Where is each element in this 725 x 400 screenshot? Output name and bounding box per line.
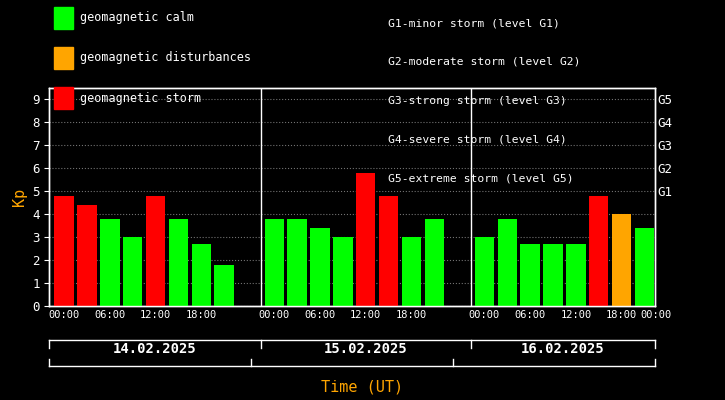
Text: 00:00: 00:00 bbox=[640, 310, 671, 320]
Bar bbox=[566, 244, 586, 306]
Text: 12:00: 12:00 bbox=[350, 310, 381, 320]
Bar bbox=[543, 244, 563, 306]
Bar bbox=[521, 244, 540, 306]
Bar bbox=[146, 196, 165, 306]
Bar bbox=[334, 237, 352, 306]
Text: geomagnetic disturbances: geomagnetic disturbances bbox=[80, 52, 251, 64]
Bar bbox=[78, 205, 96, 306]
Text: 18:00: 18:00 bbox=[186, 310, 217, 320]
Bar bbox=[191, 244, 211, 306]
Text: 15.02.2025: 15.02.2025 bbox=[324, 342, 407, 356]
Text: 12:00: 12:00 bbox=[140, 310, 171, 320]
Text: 06:00: 06:00 bbox=[94, 310, 125, 320]
Text: 00:00: 00:00 bbox=[259, 310, 290, 320]
Text: 18:00: 18:00 bbox=[606, 310, 637, 320]
Bar bbox=[612, 214, 631, 306]
Bar bbox=[475, 237, 494, 306]
Bar bbox=[100, 219, 120, 306]
Bar bbox=[169, 219, 188, 306]
Text: geomagnetic calm: geomagnetic calm bbox=[80, 12, 194, 24]
Bar bbox=[215, 265, 233, 306]
Text: 06:00: 06:00 bbox=[304, 310, 336, 320]
Text: 12:00: 12:00 bbox=[560, 310, 592, 320]
Bar bbox=[425, 219, 444, 306]
Y-axis label: Kp: Kp bbox=[12, 188, 27, 206]
Bar bbox=[356, 173, 376, 306]
Bar bbox=[497, 219, 517, 306]
Text: geomagnetic storm: geomagnetic storm bbox=[80, 92, 201, 104]
Text: 00:00: 00:00 bbox=[469, 310, 500, 320]
Text: 06:00: 06:00 bbox=[515, 310, 546, 320]
Bar bbox=[287, 219, 307, 306]
Bar bbox=[402, 237, 421, 306]
Bar bbox=[379, 196, 398, 306]
Text: G3-strong storm (level G3): G3-strong storm (level G3) bbox=[388, 96, 567, 106]
Bar bbox=[589, 196, 608, 306]
Bar bbox=[54, 196, 74, 306]
Text: G4-severe storm (level G4): G4-severe storm (level G4) bbox=[388, 134, 567, 144]
Text: 00:00: 00:00 bbox=[49, 310, 80, 320]
Bar bbox=[123, 237, 142, 306]
Text: 16.02.2025: 16.02.2025 bbox=[521, 342, 605, 356]
Text: G5-extreme storm (level G5): G5-extreme storm (level G5) bbox=[388, 173, 573, 183]
Bar bbox=[634, 228, 654, 306]
Text: G1-minor storm (level G1): G1-minor storm (level G1) bbox=[388, 18, 560, 28]
Bar bbox=[265, 219, 284, 306]
Text: 18:00: 18:00 bbox=[396, 310, 427, 320]
Text: Time (UT): Time (UT) bbox=[321, 379, 404, 394]
Text: G2-moderate storm (level G2): G2-moderate storm (level G2) bbox=[388, 57, 581, 67]
Text: 14.02.2025: 14.02.2025 bbox=[113, 342, 196, 356]
Bar bbox=[310, 228, 330, 306]
